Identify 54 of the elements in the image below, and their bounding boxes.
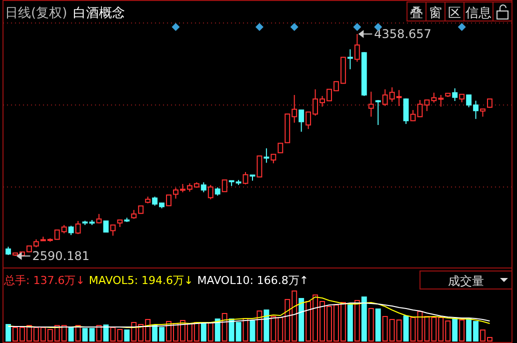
- candlestick: [208, 184, 214, 200]
- candlestick: [347, 48, 353, 70]
- annotation: 2590.181: [32, 249, 90, 263]
- candlestick: [264, 148, 270, 164]
- candlestick: [68, 225, 74, 236]
- bar: [208, 322, 214, 342]
- bar: [103, 324, 109, 342]
- chart-title: 日线(复权): [5, 6, 68, 21]
- text: MAVOL5: 194.6万↓: [88, 274, 194, 287]
- bar: [459, 320, 465, 342]
- candlestick: [256, 155, 262, 178]
- bar: [6, 324, 11, 342]
- candlestick: [75, 220, 81, 235]
- text: 总手: 137.6万↓: [3, 274, 85, 287]
- chart-subtitle: 白酒概念: [73, 6, 126, 21]
- text: 信息: [466, 6, 492, 21]
- bar: [368, 308, 374, 342]
- candlestick: [403, 98, 409, 124]
- candlestick: [375, 99, 381, 126]
- candlestick: [222, 179, 228, 192]
- text: 叠: [410, 6, 423, 21]
- bar: [452, 318, 458, 342]
- annotation: 4358.657: [374, 27, 432, 41]
- candlestick: [487, 98, 492, 108]
- bar: [89, 328, 95, 342]
- bar: [82, 328, 88, 342]
- bar: [256, 310, 262, 342]
- bar: [250, 320, 256, 342]
- text: 区: [448, 6, 461, 21]
- candlestick: [200, 182, 206, 193]
- bar: [75, 325, 81, 342]
- candlestick: [242, 172, 248, 185]
- candlestick: [452, 88, 458, 102]
- text: 窗: [429, 5, 442, 21]
- text: 成交量: [448, 274, 484, 288]
- candlestick: [354, 34, 360, 62]
- bar: [68, 326, 74, 342]
- bar: [124, 330, 130, 342]
- candlestick: [96, 213, 102, 224]
- bar: [347, 304, 353, 342]
- candlestick: [110, 224, 116, 236]
- bar: [222, 313, 228, 342]
- candlestick: [368, 91, 374, 118]
- bar: [264, 310, 270, 342]
- bar: [354, 300, 360, 342]
- candlestick: [103, 220, 109, 233]
- text: MAVOL10: 166.8万↑: [197, 274, 309, 287]
- bar: [361, 296, 367, 342]
- bar: [200, 323, 206, 342]
- bar: [403, 316, 409, 342]
- bar: [298, 298, 304, 342]
- candlestick: [298, 109, 304, 132]
- bar: [375, 308, 381, 342]
- bar: [214, 318, 220, 342]
